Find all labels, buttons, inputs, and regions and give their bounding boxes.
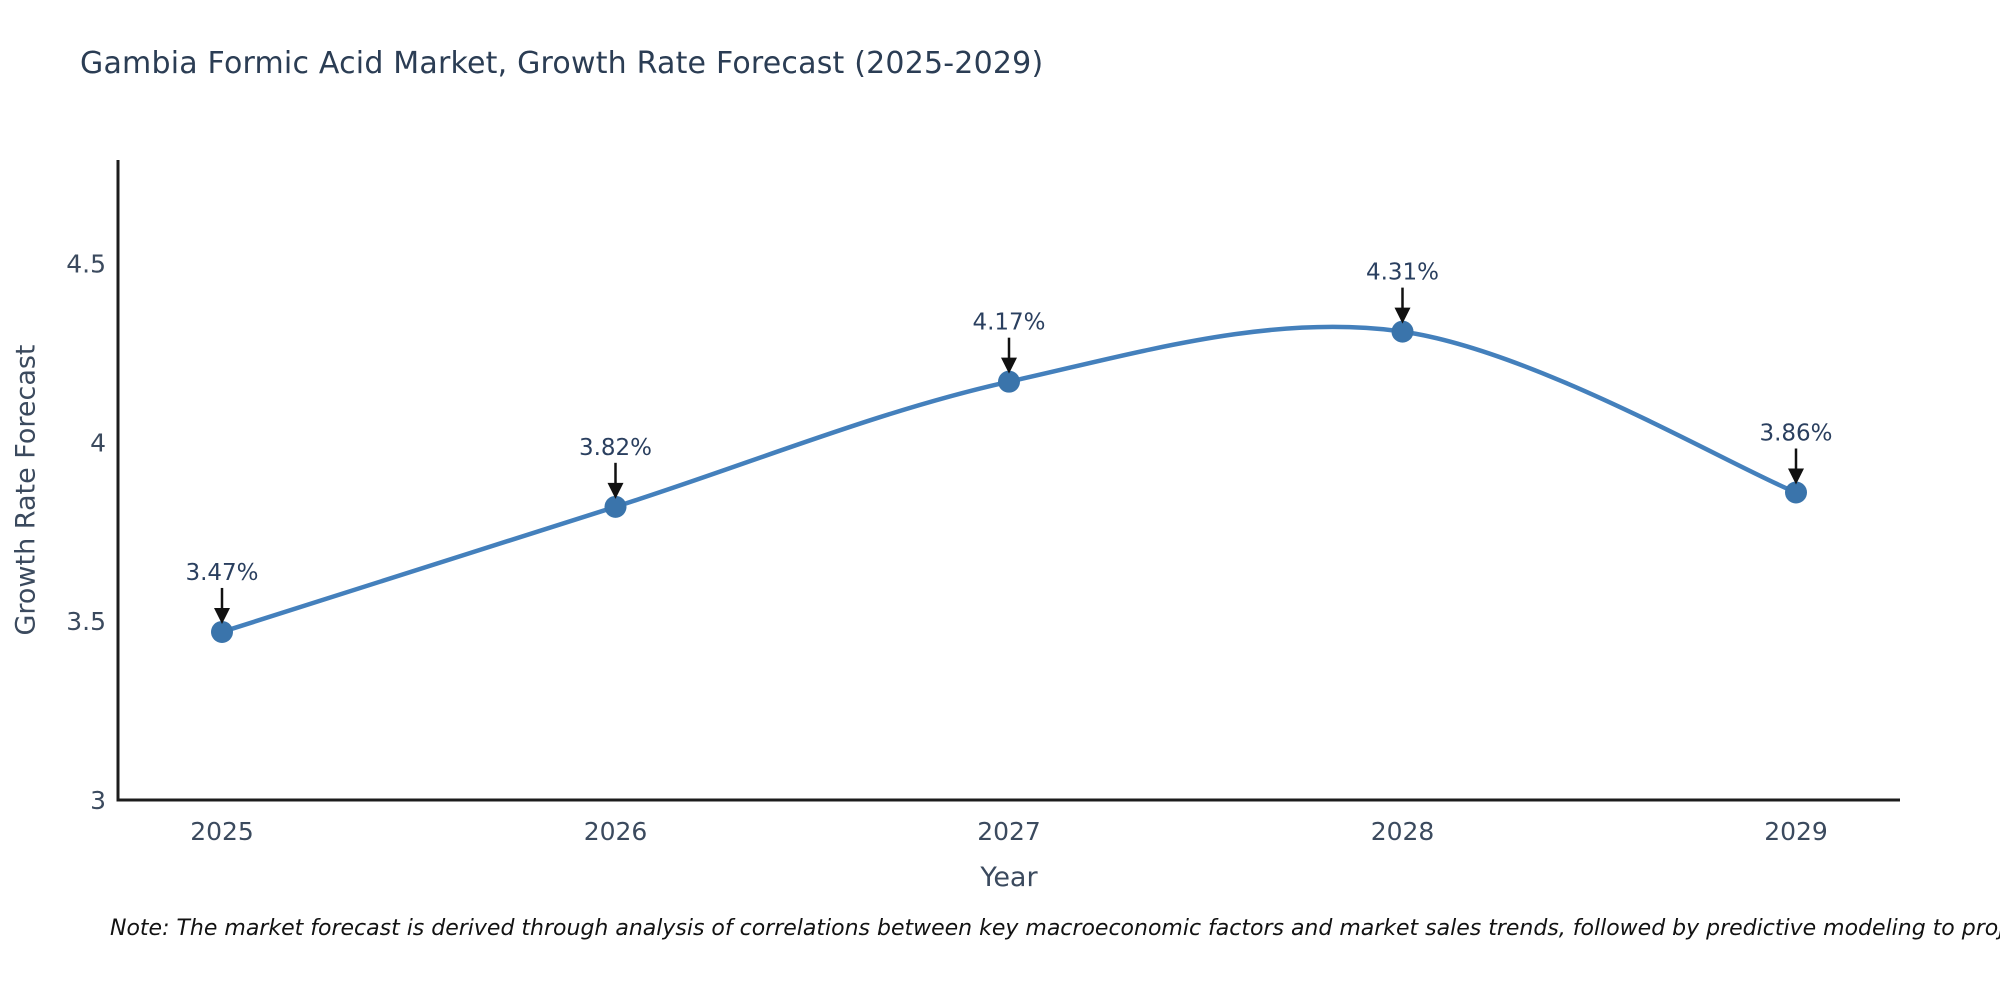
- annotation-arrowhead: [1001, 357, 1017, 374]
- annotation-label: 3.86%: [1759, 421, 1832, 447]
- annotation-arrowhead: [214, 607, 230, 624]
- data-point-marker: [998, 370, 1020, 393]
- annotation-arrowhead: [1788, 468, 1804, 485]
- annotation-label: 4.31%: [1366, 260, 1439, 286]
- annotation-label: 4.17%: [972, 310, 1045, 336]
- annotation-arrowhead: [607, 482, 624, 499]
- x-axis-title: Year: [980, 862, 1038, 893]
- y-tick-label: 4: [90, 428, 106, 457]
- x-tick-label: 2027: [977, 817, 1041, 846]
- y-tick-label: 4.5: [66, 250, 106, 279]
- x-tick-label: 2029: [1764, 817, 1828, 846]
- y-tick-label: 3: [90, 786, 106, 815]
- chart-title: Gambia Formic Acid Market, Growth Rate F…: [80, 46, 1044, 81]
- data-point-marker: [211, 620, 233, 643]
- data-point-marker: [604, 495, 627, 518]
- footnote: Note: The market forecast is derived thr…: [110, 916, 2000, 941]
- y-tick-label: 3.5: [66, 607, 106, 636]
- data-point-marker: [1785, 481, 1807, 504]
- x-tick-label: 2026: [584, 817, 648, 846]
- x-tick-label: 2025: [190, 817, 254, 846]
- data-point-marker: [1391, 320, 1414, 343]
- annotation-label: 3.82%: [579, 435, 652, 461]
- annotation-arrowhead: [1394, 307, 1411, 324]
- x-tick-label: 2028: [1371, 817, 1435, 846]
- annotation-label: 3.47%: [185, 560, 258, 586]
